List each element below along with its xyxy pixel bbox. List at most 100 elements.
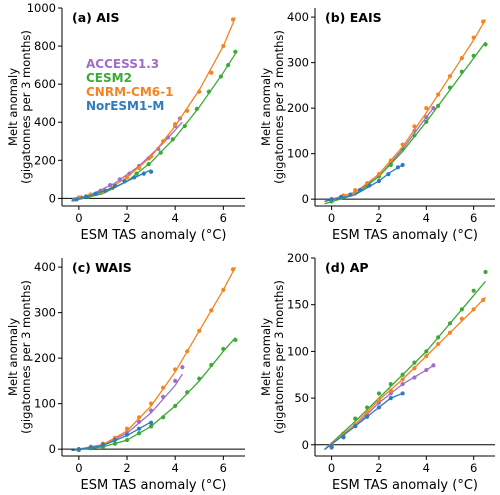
data-point <box>481 19 486 24</box>
panel-title: (d) AP <box>325 260 369 275</box>
y-tick-label: 100 <box>287 344 309 358</box>
data-point <box>348 192 353 197</box>
data-point <box>459 307 464 312</box>
data-point <box>365 405 370 410</box>
data-point <box>459 69 464 74</box>
fit-line-noresm1-m <box>71 421 152 452</box>
data-point <box>112 441 118 446</box>
data-point <box>431 363 436 368</box>
data-point <box>136 431 142 436</box>
data-point <box>436 92 441 97</box>
data-point <box>148 424 154 429</box>
data-point <box>173 122 178 127</box>
data-point <box>471 35 476 40</box>
data-point <box>76 447 81 452</box>
y-axis-label: (gigatonnes per 3 months) <box>272 280 286 434</box>
y-axis-label: (gigatonnes per 3 months) <box>272 30 286 184</box>
data-point <box>158 150 163 155</box>
x-tick-label: 6 <box>220 211 227 225</box>
data-point <box>132 175 137 180</box>
panel-4: 0 2 4 6 0 50 100 150 200 ESM TAS anomaly (°C) Melt… <box>259 251 495 493</box>
data-point <box>148 401 154 406</box>
data-point <box>197 376 202 381</box>
data-point <box>424 349 429 354</box>
x-tick-label: 6 <box>470 461 477 475</box>
data-point <box>124 175 130 180</box>
data-point <box>161 385 166 390</box>
y-axis-label: (gigatonnes per 3 months) <box>19 280 33 434</box>
data-point <box>388 395 393 401</box>
data-point <box>74 197 79 202</box>
data-point <box>412 366 417 371</box>
x-tick-label: 0 <box>75 211 82 225</box>
x-tick-label: 0 <box>328 461 335 475</box>
y-tick-label: 100 <box>34 397 56 411</box>
panel-title: (c) WAIS <box>72 260 132 275</box>
panel-1: 0 2 4 6 0 200 400 600 800 1000 ESM TAS anomaly (°C… <box>6 1 245 243</box>
data-point <box>233 337 238 343</box>
data-point <box>400 142 405 147</box>
data-point <box>112 183 118 189</box>
y-tick-label: 200 <box>287 101 309 115</box>
data-point <box>436 103 441 108</box>
data-point <box>170 137 175 142</box>
data-point <box>136 415 142 420</box>
data-point <box>329 444 334 449</box>
y-tick-label: 300 <box>34 306 56 320</box>
data-point <box>136 426 142 431</box>
y-tick-label: 600 <box>34 77 56 91</box>
y-tick-label: 0 <box>302 438 309 452</box>
x-tick-label: 2 <box>123 211 130 225</box>
data-point <box>108 182 113 188</box>
data-point <box>471 288 476 293</box>
data-point <box>221 43 226 49</box>
data-point <box>388 162 393 168</box>
data-point <box>100 442 106 447</box>
data-point <box>376 405 382 410</box>
data-point <box>353 424 358 429</box>
fit-line-cesm2 <box>324 280 486 450</box>
data-point <box>112 437 118 443</box>
data-point <box>185 390 190 395</box>
data-point <box>338 194 344 199</box>
data-point <box>365 414 370 419</box>
data-point <box>447 330 453 335</box>
x-tick-label: 6 <box>220 461 227 475</box>
data-point <box>353 187 358 193</box>
data-point <box>226 63 231 68</box>
panel-3: 0 2 4 6 0 100 200 300 400 ESM TAS anomaly (°C) Mel… <box>6 258 245 493</box>
x-tick-label: 2 <box>375 211 382 225</box>
y-tick-label: 300 <box>287 56 309 70</box>
legend-entry: ACCESS1.3 <box>86 57 159 71</box>
data-point <box>221 346 226 352</box>
data-point <box>400 377 405 382</box>
y-axis-label: Melt anomaly <box>6 318 20 396</box>
data-point <box>412 360 417 365</box>
fit-line-access1.3 <box>71 121 183 201</box>
panel-2: 0 2 4 6 0 100 200 300 400 ESM TAS anomaly (°C) Mel… <box>259 8 495 243</box>
data-point <box>173 367 178 372</box>
y-tick-label: 400 <box>34 260 56 274</box>
data-point <box>218 74 224 79</box>
data-point <box>148 420 154 425</box>
data-point <box>161 415 166 420</box>
data-point <box>386 172 391 177</box>
data-point <box>136 419 142 424</box>
x-axis-label: ESM TAS anomaly (°C) <box>81 228 227 243</box>
data-point <box>341 435 346 440</box>
data-point <box>483 42 488 47</box>
data-point <box>141 171 146 176</box>
data-point <box>388 381 393 387</box>
y-tick-label: 0 <box>49 442 56 456</box>
data-point <box>436 335 441 340</box>
x-tick-label: 4 <box>172 461 179 475</box>
data-point <box>459 55 464 61</box>
data-point <box>376 172 382 177</box>
data-point <box>146 162 151 167</box>
y-tick-label: 0 <box>302 192 309 206</box>
data-point <box>447 74 453 79</box>
data-point <box>388 388 393 393</box>
data-point <box>148 154 154 159</box>
data-point <box>197 328 202 333</box>
